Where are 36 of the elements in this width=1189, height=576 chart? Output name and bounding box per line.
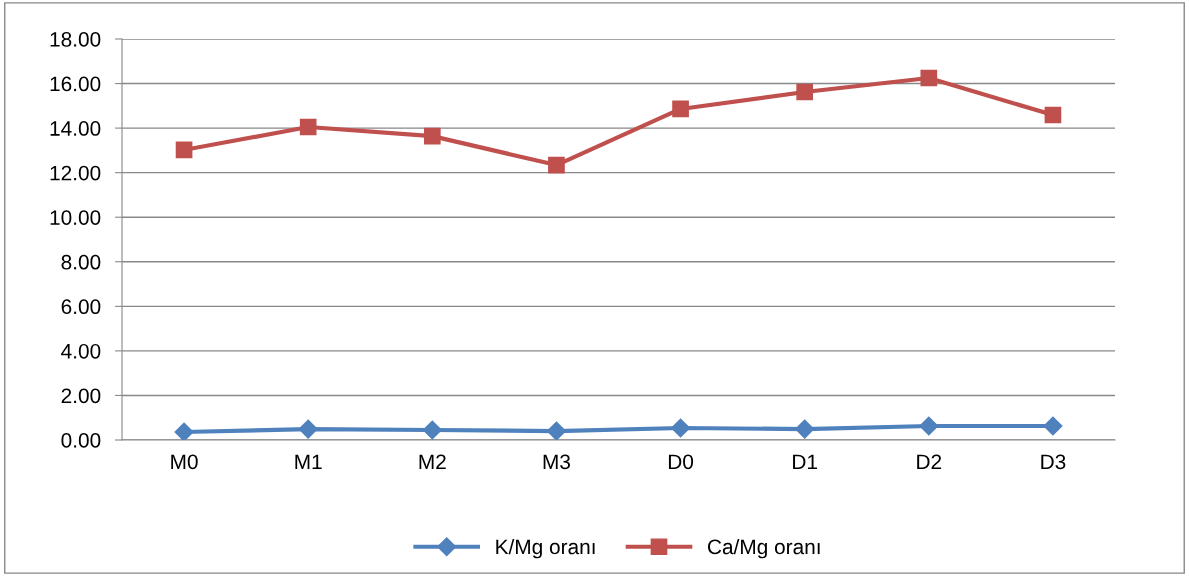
point — [671, 418, 691, 438]
point — [795, 419, 815, 439]
point — [672, 100, 689, 118]
point — [796, 83, 814, 101]
legend-label: Ca/Mg oranı — [707, 538, 820, 559]
y-tick-label: 10.00 — [50, 210, 101, 225]
y-tick-label: 0.00 — [61, 433, 101, 448]
y-tick-label: 6.00 — [61, 299, 101, 315]
point — [546, 421, 566, 440]
y-tick-label: 8.00 — [61, 254, 101, 270]
x-tick-label: M2 — [419, 454, 446, 469]
point — [298, 419, 318, 439]
point — [175, 141, 193, 159]
legend-label: K/Mg oranı — [496, 538, 595, 559]
x-tick-label: D2 — [917, 454, 942, 469]
y-tick-label: 12.00 — [50, 165, 101, 181]
point — [1043, 416, 1063, 436]
x-tick-label: D0 — [668, 454, 694, 470]
point — [548, 156, 565, 174]
y-tick-label: 2.00 — [61, 388, 101, 404]
y-tick-label: 14.00 — [50, 121, 101, 136]
x-tick-label: D3 — [1041, 454, 1066, 470]
point — [1044, 106, 1062, 124]
y-tick-label: 4.00 — [61, 343, 101, 359]
y-tick-label: 18.00 — [50, 32, 101, 47]
x-tick-label: D1 — [793, 454, 817, 469]
x-tick-label: M0 — [171, 454, 198, 470]
point — [422, 420, 442, 440]
point — [299, 118, 317, 136]
point — [920, 69, 938, 87]
point — [919, 416, 939, 436]
x-tick-label: M3 — [543, 454, 570, 470]
y-tick-label: 16.00 — [50, 76, 101, 92]
point — [423, 127, 441, 145]
point — [174, 422, 194, 440]
x-tick-label: M1 — [295, 454, 322, 469]
